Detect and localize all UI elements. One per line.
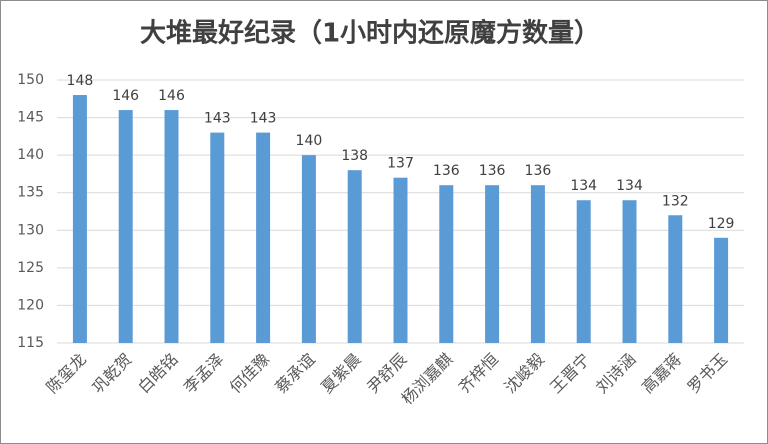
y-tick-label: 140 <box>17 147 44 163</box>
y-tick-label: 125 <box>17 260 44 276</box>
bar <box>576 200 591 343</box>
bar <box>256 132 271 343</box>
bar <box>210 132 225 343</box>
data-label: 140 <box>296 133 323 149</box>
bar <box>530 185 545 343</box>
bar <box>72 95 87 344</box>
bar <box>439 185 454 343</box>
data-label: 129 <box>708 216 735 232</box>
bar <box>118 110 133 343</box>
chart-title: 大堆最好纪录（1小时内还原魔方数量） <box>140 18 600 49</box>
bar <box>668 215 683 343</box>
bar <box>164 110 179 343</box>
data-label: 136 <box>433 163 460 179</box>
data-label: 146 <box>158 88 185 104</box>
bar <box>347 170 362 343</box>
y-tick-label: 115 <box>17 335 44 351</box>
data-label: 134 <box>616 178 643 194</box>
bar <box>301 155 316 343</box>
data-label: 143 <box>204 111 231 127</box>
y-tick-label: 120 <box>17 297 44 313</box>
bar <box>485 185 500 343</box>
data-label: 137 <box>387 156 414 172</box>
y-tick-label: 135 <box>17 185 44 201</box>
data-label: 146 <box>112 88 139 104</box>
y-tick-label: 145 <box>17 110 44 126</box>
bar <box>393 177 408 343</box>
bar <box>622 200 637 343</box>
y-tick-label: 150 <box>17 72 44 88</box>
data-label: 136 <box>479 163 506 179</box>
data-label: 148 <box>67 73 94 89</box>
data-label: 134 <box>570 178 597 194</box>
data-label: 132 <box>662 193 689 209</box>
data-label: 143 <box>250 111 277 127</box>
data-label: 136 <box>525 163 552 179</box>
y-tick-label: 130 <box>17 222 44 238</box>
bar <box>714 237 729 343</box>
data-label: 138 <box>341 148 368 164</box>
